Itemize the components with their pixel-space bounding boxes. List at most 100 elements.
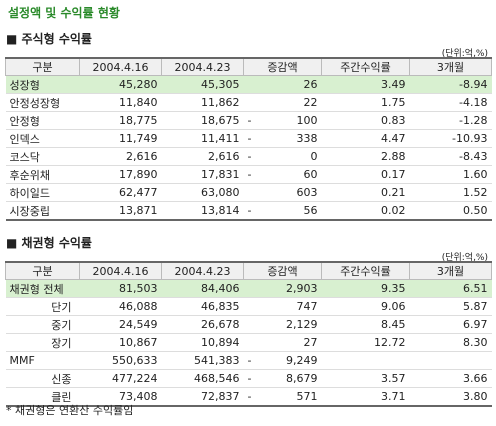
cell: 17,890	[79, 165, 162, 184]
weekly: 8.45	[381, 318, 406, 331]
sign: -	[247, 354, 252, 367]
sign: -	[247, 204, 252, 217]
cell: 3.80	[409, 387, 492, 407]
row: 중기 24,549 26,678 2,129 8.45 6.97	[5, 315, 492, 334]
cell: 0.17	[321, 165, 410, 184]
row-label: 클린	[5, 387, 80, 407]
row: 안정형 18,775 18,675- 100 0.83 -1.28	[5, 111, 492, 130]
cell: 26	[243, 75, 322, 94]
weekly: 0.83	[381, 114, 406, 127]
three-month: -8.43	[459, 150, 488, 163]
cell: 6.97	[409, 315, 492, 334]
row: 클린 73,408 72,837- 571 3.71 3.80	[5, 387, 492, 407]
section-heading: ■ 주식형 수익률	[6, 32, 92, 46]
row: 시장중립 13,871 13,814- 56 0.02 0.50	[5, 201, 492, 221]
cell: - 56	[243, 201, 322, 221]
row-label: 성장형	[5, 75, 80, 94]
cell: 11,840	[79, 93, 162, 112]
row-label: 인덱스	[5, 129, 80, 148]
row-label: 안정성장형	[5, 93, 80, 112]
change: 571	[296, 390, 318, 403]
cell: 84,406	[161, 279, 244, 298]
change: 100	[296, 114, 318, 127]
three-month: 1.60	[463, 168, 488, 181]
cell: 3.66	[409, 369, 492, 388]
cell: 8.45	[321, 315, 410, 334]
cell: 45,280	[79, 75, 162, 94]
cell: 2,903	[243, 279, 322, 298]
row: 장기 10,867 10,894 27 12.72 8.30	[5, 333, 492, 352]
sign: -	[247, 168, 252, 181]
sign: -	[247, 132, 252, 145]
cell: 11,749	[79, 129, 162, 148]
cell: 24,549	[79, 315, 162, 334]
row-label: 코스닥	[5, 147, 80, 166]
column-header: 2004.4.16	[79, 261, 162, 280]
cell: - 100	[243, 111, 322, 130]
weekly: 9.06	[381, 300, 406, 313]
row-label: 하이일드	[5, 183, 80, 202]
row: 신종 477,224 468,546- 8,679 3.57 3.66	[5, 369, 492, 388]
three-month: 8.30	[463, 336, 488, 349]
cell: 0.02	[321, 201, 410, 221]
cell: 2,129	[243, 315, 322, 334]
row-label: 시장중립	[5, 201, 80, 221]
cell: - 571	[243, 387, 322, 407]
weekly: 3.71	[381, 390, 406, 403]
cell: 72,837	[161, 387, 244, 407]
row: 코스닥 2,616 2,616-0 2.88 -8.43	[5, 147, 492, 166]
cell: -1.28	[409, 111, 492, 130]
column-header: 3개월	[409, 57, 492, 76]
cell: 4.47	[321, 129, 410, 148]
three-month: 6.97	[463, 318, 488, 331]
cell: 3.71	[321, 387, 410, 407]
unit: (단위:억,%)	[441, 49, 488, 59]
column-header: 증감액	[243, 261, 322, 280]
three-month: 0.50	[463, 204, 488, 217]
weekly: 0.17	[381, 168, 406, 181]
cell: 2,616	[161, 147, 244, 166]
cell: 3.57	[321, 369, 410, 388]
cell: 468,546	[161, 369, 244, 388]
cell: 81,503	[79, 279, 162, 298]
row: MMF 550,633 541,383- 9,249	[5, 351, 492, 370]
change: 27	[303, 336, 318, 349]
change: 2,903	[286, 282, 318, 295]
weekly: 2.88	[381, 150, 406, 163]
sign: -	[247, 150, 252, 163]
change: 603	[296, 186, 318, 199]
three-month: 6.51	[463, 282, 488, 295]
cell: - 9,249	[243, 351, 322, 370]
cell: 1.75	[321, 93, 410, 112]
row-label: 중기	[5, 315, 80, 334]
cell: - 8,679	[243, 369, 322, 388]
change: 60	[303, 168, 318, 181]
cell: 27	[243, 333, 322, 352]
cell: 2.88	[321, 147, 410, 166]
row-label: 후순위채	[5, 165, 80, 184]
cell	[321, 351, 410, 370]
change: 0	[310, 150, 318, 163]
cell: -8.43	[409, 147, 492, 166]
change: 747	[296, 300, 318, 313]
cell: 9.06	[321, 297, 410, 316]
three-month: 3.80	[463, 390, 488, 403]
cell: 541,383	[161, 351, 244, 370]
row-label: MMF	[5, 351, 80, 370]
row: 채권형 전체 81,503 84,406 2,903 9.35 6.51	[5, 279, 492, 298]
cell: 18,775	[79, 111, 162, 130]
cell: 0.21	[321, 183, 410, 202]
cell: 5.87	[409, 297, 492, 316]
bond-table: 구분 2004.4.16 2004.4.23 증감액 주간수익률 3개월 채권형 전체 81,…	[5, 261, 492, 407]
weekly: 4.47	[381, 132, 406, 145]
cell: 550,633	[79, 351, 162, 370]
cell: 8.30	[409, 333, 492, 352]
cell: - 60	[243, 165, 322, 184]
stock-table: 구분 2004.4.16 2004.4.23 증감액 주간수익률 3개월 성장형 45,280…	[5, 57, 492, 221]
row: 성장형 45,280 45,305 26 3.49 -8.94	[5, 75, 492, 94]
cell: 3.49	[321, 75, 410, 94]
cell: 6.51	[409, 279, 492, 298]
section-heading: ■ 채권형 수익률	[6, 236, 92, 250]
weekly: 1.75	[381, 96, 406, 109]
